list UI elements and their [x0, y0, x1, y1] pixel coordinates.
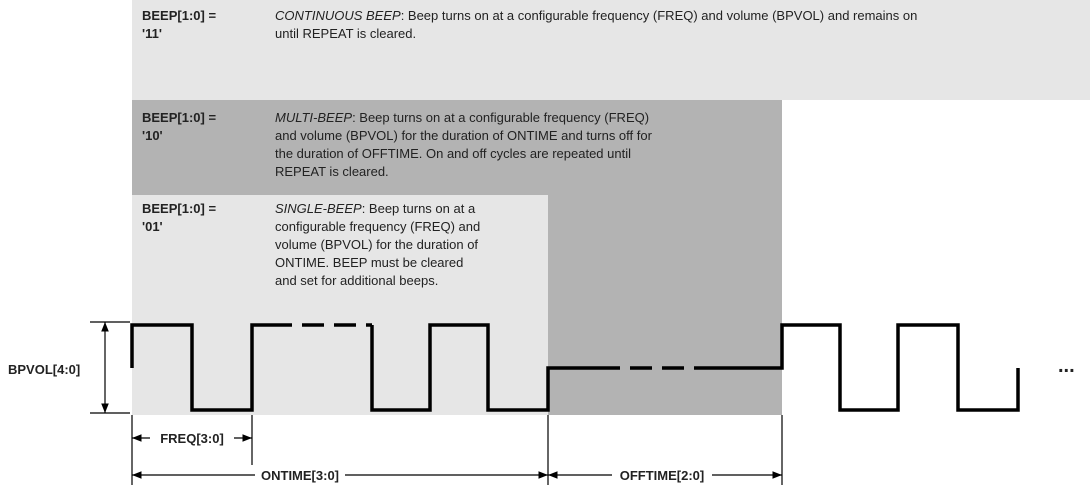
mode-description: MULTI-BEEP: Beep turns on at a configura…	[275, 110, 649, 125]
continuous-region	[132, 0, 1090, 100]
mode-name: SINGLE-BEEP	[275, 201, 362, 216]
mode-label: '11'	[142, 26, 162, 41]
mode-description: the duration of OFFTIME. On and off cycl…	[275, 146, 631, 161]
mode-label: '10'	[142, 128, 163, 143]
offtime-label: OFFTIME[2:0]	[620, 468, 705, 483]
mode-name: CONTINUOUS BEEP	[275, 8, 401, 23]
freq-label: FREQ[3:0]	[160, 431, 224, 446]
single-region	[132, 195, 548, 415]
continuation: ...	[1058, 355, 1075, 377]
description-text: until REPEAT is cleared.	[275, 26, 416, 41]
description-text: and set for additional beeps.	[275, 273, 438, 288]
mode-label: BEEP[1:0] =	[142, 8, 216, 23]
mode-description: ONTIME. BEEP must be cleared	[275, 255, 463, 270]
description-text: the duration of OFFTIME. On and off cycl…	[275, 146, 631, 161]
mode-label: '01'	[142, 219, 163, 234]
waveform-dashed	[270, 323, 715, 370]
mode-description: REPEAT is cleared.	[275, 164, 389, 179]
mode-name: MULTI-BEEP	[275, 110, 352, 125]
description-text: REPEAT is cleared.	[275, 164, 389, 179]
description-text: ONTIME. BEEP must be cleared	[275, 255, 463, 270]
mode-description: volume (BPVOL) for the duration of	[275, 237, 478, 252]
mode-description: SINGLE-BEEP: Beep turns on at a	[275, 201, 476, 216]
mode-label: BEEP[1:0] =	[142, 201, 216, 216]
mode-label: BEEP[1:0] =	[142, 110, 216, 125]
mode-description: until REPEAT is cleared.	[275, 26, 416, 41]
ontime-label: ONTIME[3:0]	[261, 468, 339, 483]
label-bg	[150, 429, 234, 447]
mode-description: and volume (BPVOL) for the duration of O…	[275, 128, 653, 143]
mode-texts: BEEP[1:0] ='11'CONTINUOUS BEEP: Beep tur…	[142, 8, 917, 288]
waveform	[130, 323, 1020, 412]
description-text: : Beep turns on at a configurable freque…	[352, 110, 649, 125]
description-text: : Beep turns on at a configurable freque…	[401, 8, 918, 23]
label-bg	[255, 466, 345, 484]
mode-description: CONTINUOUS BEEP: Beep turns on at a conf…	[275, 8, 917, 23]
mode-description: configurable frequency (FREQ) and	[275, 219, 480, 234]
description-text: and volume (BPVOL) for the duration of O…	[275, 128, 653, 143]
description-text: configurable frequency (FREQ) and	[275, 219, 480, 234]
description-text: volume (BPVOL) for the duration of	[275, 237, 478, 252]
label-bg	[612, 466, 712, 484]
mode-description: and set for additional beeps.	[275, 273, 438, 288]
description-text: : Beep turns on at a	[362, 201, 476, 216]
amplitude-label: BPVOL[4:0]	[8, 362, 80, 377]
